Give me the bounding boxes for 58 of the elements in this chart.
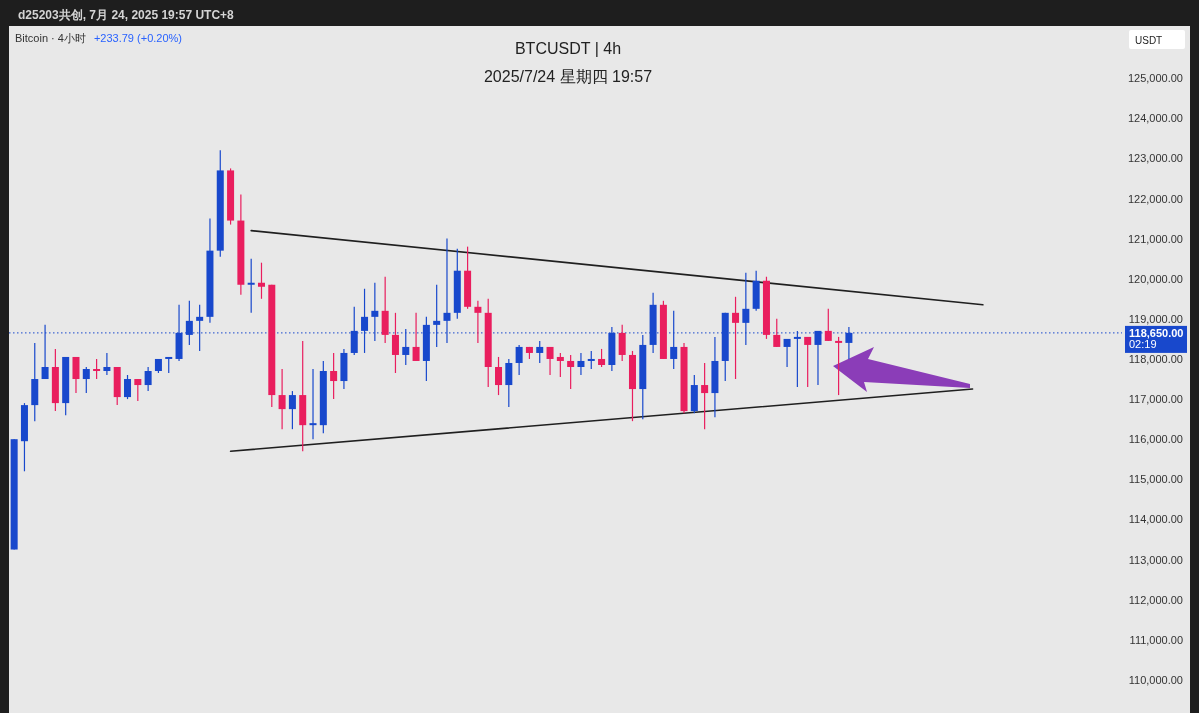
ytick: 123,000.00 [1127, 152, 1183, 165]
candlestick [587, 350, 595, 370]
candlestick [804, 336, 812, 388]
candlestick [546, 346, 554, 376]
ytick: 120,000.00 [1127, 272, 1183, 285]
title: BTCUSDT | 4h [514, 40, 622, 57]
candlestick [505, 358, 513, 408]
candlestick [618, 324, 626, 362]
candlestick [247, 258, 255, 314]
candlestick [732, 296, 740, 380]
candlestick [515, 344, 523, 376]
ytick: 121,000.00 [1127, 232, 1183, 245]
annotation: d25203共创, 7月 24, 2025 19:57 UTC+8 [18, 8, 234, 22]
candlestick [257, 262, 265, 300]
candlestick [72, 356, 80, 394]
candlestick [330, 352, 338, 400]
candlestick [309, 368, 317, 440]
candlestick [134, 378, 142, 402]
candlestick [567, 354, 575, 390]
candlestick [144, 366, 152, 392]
ytick: 117,000.00 [1128, 393, 1183, 406]
ytick: 110,000.00 [1128, 673, 1183, 686]
ytick: 113,000.00 [1128, 553, 1183, 566]
candlestick [124, 374, 132, 400]
candlestick [391, 312, 399, 374]
ytick: 118,000.00 [1128, 352, 1183, 365]
candlestick [495, 356, 503, 396]
ytick: 125,000.00 [1127, 72, 1183, 85]
candlestick [412, 312, 420, 362]
ylabel: USDT [1129, 30, 1185, 49]
candlestick [824, 308, 832, 342]
ytick: 111,000.00 [1129, 633, 1183, 646]
ytick: 114,000.00 [1128, 513, 1183, 526]
ytick: 115,000.00 [1128, 473, 1183, 486]
candlestick [103, 352, 111, 376]
candlestick [82, 366, 90, 394]
candlestick [288, 390, 296, 430]
y-axis-title: USDT [1135, 35, 1163, 46]
annotation: Bitcoin · 4小时 [15, 32, 86, 44]
ytick: 119,000.00 [1128, 312, 1183, 325]
candlestick [474, 300, 482, 344]
candlestick [783, 338, 791, 368]
candlestick [556, 352, 564, 378]
ytick: 112,000.00 [1128, 593, 1183, 606]
ytick: 116,000.00 [1128, 433, 1183, 446]
candlestick [773, 318, 781, 348]
candlestick [278, 368, 286, 430]
annotation: +233.79 (+0.20%) [93, 32, 182, 44]
candlestick [835, 336, 843, 396]
candlestick [701, 362, 709, 430]
price-label: 118,650.00 02:19 [1125, 325, 1187, 353]
candlestick [577, 352, 585, 376]
candlestick [536, 340, 544, 364]
ytick: 122,000.00 [1127, 192, 1183, 205]
subtitle: 2025/7/24 星期四 19:57 [483, 68, 653, 85]
candlestick [93, 358, 101, 380]
candlestick [598, 348, 606, 368]
ytick: 124,000.00 [1127, 112, 1183, 125]
